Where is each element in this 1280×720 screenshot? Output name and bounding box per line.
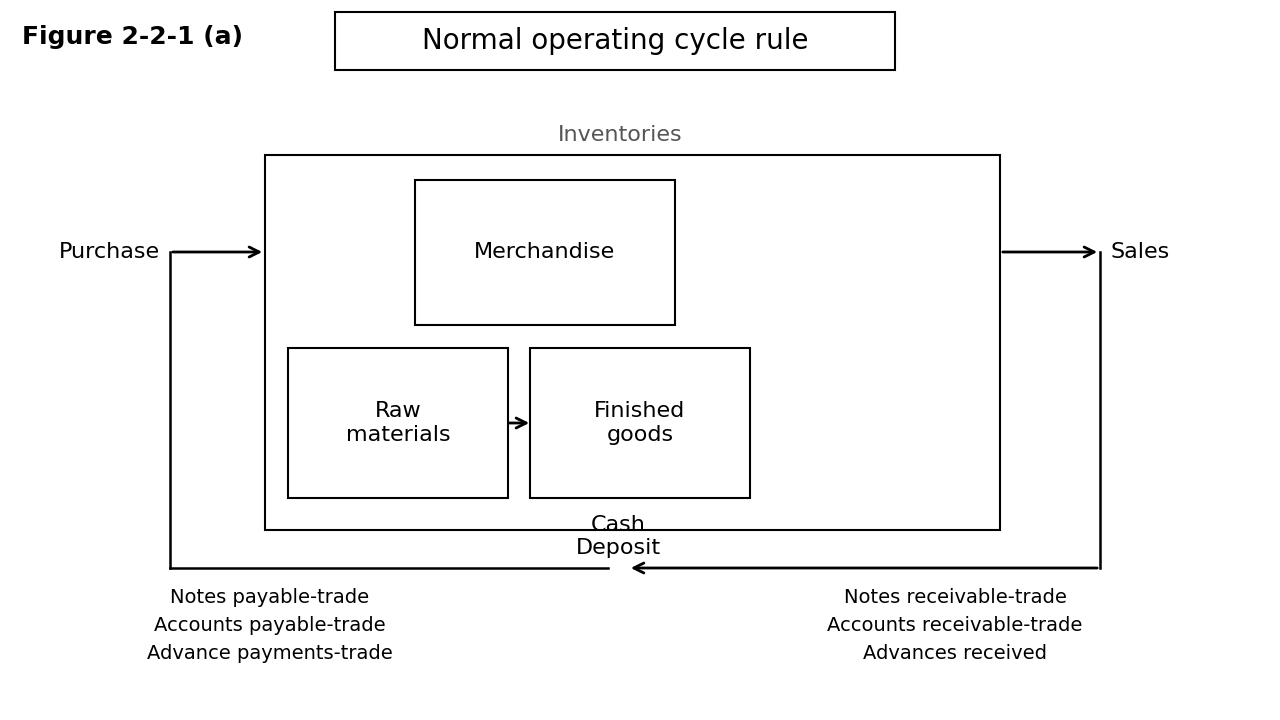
Bar <box>335 12 895 70</box>
Text: Sales: Sales <box>1110 242 1169 262</box>
Text: Inventories: Inventories <box>558 125 682 145</box>
Bar <box>530 348 750 498</box>
Text: Normal operating cycle rule: Normal operating cycle rule <box>421 27 808 55</box>
Text: Figure 2-2-1 (a): Figure 2-2-1 (a) <box>22 25 243 49</box>
Bar <box>415 180 675 325</box>
Text: Finished
goods: Finished goods <box>594 401 686 444</box>
Text: Merchandise: Merchandise <box>475 243 616 263</box>
Text: Raw
materials: Raw materials <box>346 401 451 444</box>
Text: Purchase: Purchase <box>59 242 160 262</box>
Bar <box>265 155 1000 530</box>
Text: Notes receivable-trade
Accounts receivable-trade
Advances received: Notes receivable-trade Accounts receivab… <box>827 588 1083 663</box>
Text: Notes payable-trade
Accounts payable-trade
Advance payments-trade: Notes payable-trade Accounts payable-tra… <box>147 588 393 663</box>
Text: Cash
Deposit: Cash Deposit <box>576 515 660 558</box>
Bar <box>288 348 508 498</box>
